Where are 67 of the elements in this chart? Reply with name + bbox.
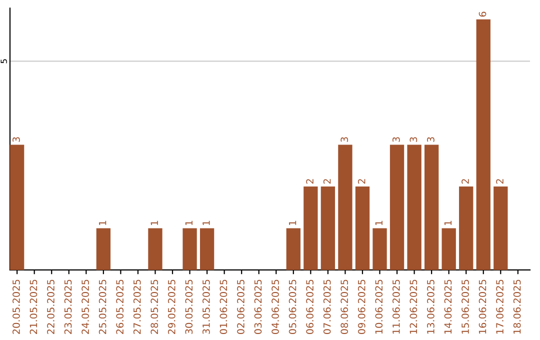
x-tick-label: 25.05.2025 <box>98 280 106 334</box>
x-tick-label: 11.06.2025 <box>392 280 400 334</box>
x-tick-label: 07.06.2025 <box>323 280 331 334</box>
data-label: 1 <box>375 220 382 226</box>
bar <box>304 186 318 270</box>
data-label: 3 <box>410 137 418 142</box>
data-label: 1 <box>150 220 158 226</box>
bar <box>182 228 197 270</box>
bar <box>494 186 508 270</box>
x-tick-label: 27.05.2025 <box>133 280 141 334</box>
x-tick-label: 31.05.2025 <box>202 280 210 334</box>
x-tick-label: 17.06.2025 <box>496 280 504 334</box>
data-label: 3 <box>340 137 348 142</box>
data-label: 2 <box>496 179 504 184</box>
data-label: 2 <box>306 179 314 184</box>
bar <box>355 186 370 270</box>
x-tick-label: 26.05.2025 <box>116 280 124 334</box>
x-tick-label: 05.06.2025 <box>288 280 296 334</box>
x-tick-label: 06.06.2025 <box>306 280 314 334</box>
x-tick-label: 02.06.2025 <box>237 280 244 334</box>
x-tick-label: 23.05.2025 <box>64 280 72 334</box>
x-tick-label: 14.06.2025 <box>444 280 452 334</box>
x-tick-label: 10.06.2025 <box>375 280 383 334</box>
bar <box>148 228 162 270</box>
x-tick-label: 08.06.2025 <box>340 280 348 334</box>
x-tick-label: 20.05.2025 <box>12 280 20 334</box>
x-tick-label: 24.05.2025 <box>82 280 89 334</box>
data-label: 3 <box>427 137 434 142</box>
bar <box>320 186 336 270</box>
data-label: 2 <box>323 179 331 184</box>
data-label: 3 <box>392 137 400 142</box>
x-tick-label: 01.06.2025 <box>220 280 228 334</box>
x-tick-label: 13.06.2025 <box>427 280 434 334</box>
x-tick-label: 22.05.2025 <box>47 280 54 334</box>
data-label: 1 <box>99 220 106 226</box>
x-tick-label: 15.06.2025 <box>462 280 469 334</box>
x-tick-label: 28.05.2025 <box>150 280 158 334</box>
bar <box>442 228 456 270</box>
y-tick-label: 5 <box>0 59 7 64</box>
data-label: 6 <box>478 12 486 17</box>
x-tick-label: 18.06.2025 <box>513 280 521 334</box>
x-tick-label: 03.06.2025 <box>254 280 262 334</box>
data-label: 2 <box>358 179 366 184</box>
bar <box>200 228 214 270</box>
bar <box>476 19 490 270</box>
bar <box>338 144 352 270</box>
bar <box>424 144 439 270</box>
x-tick-label: 16.06.2025 <box>478 280 486 334</box>
bar <box>390 144 404 270</box>
bar <box>372 228 387 270</box>
x-tick-label: 21.05.2025 <box>30 280 38 334</box>
data-label: 2 <box>462 179 469 184</box>
x-tick-label: 04.06.2025 <box>272 280 279 334</box>
bar <box>96 228 111 270</box>
x-tick-label: 12.06.2025 <box>410 280 418 334</box>
bar <box>407 144 422 270</box>
x-tick-label: 30.05.2025 <box>185 280 193 334</box>
x-tick-label: 29.05.2025 <box>168 280 176 334</box>
bar <box>459 186 474 270</box>
data-label: 1 <box>185 220 192 226</box>
data-label: 1 <box>202 220 210 226</box>
bar <box>286 228 300 270</box>
x-tick-label: 09.06.2025 <box>358 280 366 334</box>
data-label: 3 <box>12 137 20 142</box>
bar <box>10 144 24 270</box>
data-label: 1 <box>288 220 296 226</box>
data-label: 1 <box>444 220 452 226</box>
